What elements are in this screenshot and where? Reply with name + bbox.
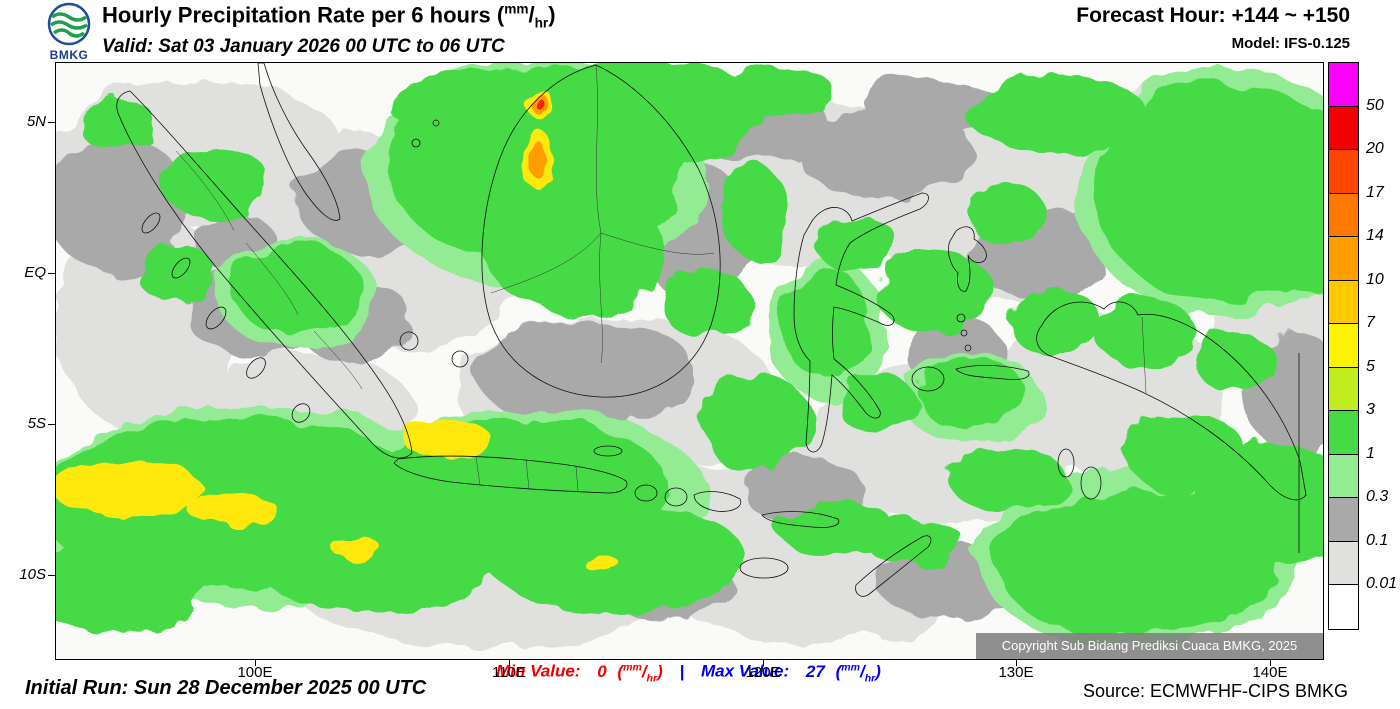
province-boundary-lines [175, 64, 1147, 492]
bmkg-logo-label: BMKG [49, 48, 89, 62]
legend-value: 1 [1366, 444, 1375, 462]
lon-tick-label: 130E [998, 664, 1034, 681]
legend-value: 17 [1366, 183, 1384, 201]
title-unit: (mm/hr) [496, 2, 556, 31]
legend-segment [1329, 541, 1358, 585]
legend-value: 50 [1366, 96, 1384, 114]
lon-tick-mark [1270, 659, 1271, 666]
forecast-hour: Forecast Hour: +144 ~ +150 [1076, 4, 1350, 27]
precipitation-map: Copyright Sub Bidang Prediksi Cuaca BMKG… [55, 62, 1324, 660]
legend-labels: 50 20 17 14 10 7 5 3 1 0.3 0.1 0.01 [1366, 62, 1400, 632]
minmax-line: Min Value: 0 (mm/hr) | Max Value: 27 (mm… [55, 661, 1322, 684]
header-left: BMKG Hourly Precipitation Rate per 6 hou… [44, 2, 556, 62]
unit-numerator: mm [504, 2, 529, 17]
bmkg-logo-icon [47, 2, 91, 46]
lat-tick-mark [48, 575, 55, 576]
legend-value: 0.3 [1366, 488, 1389, 505]
legend-segment [1329, 193, 1358, 237]
lon-tick-label: 120E [745, 664, 781, 681]
legend-segment [1329, 324, 1358, 368]
legend-value: 3 [1366, 401, 1375, 418]
min-label: Min Value: [496, 661, 581, 681]
coastline-outlines [116, 63, 1307, 597]
title-text: Hourly Precipitation Rate per 6 hours [102, 2, 491, 28]
legend-segment [1329, 150, 1358, 194]
lon-tick-label: 140E [1252, 664, 1288, 681]
legend-value: 20 [1366, 140, 1384, 157]
legend-segment [1329, 106, 1358, 150]
lat-tick-label: 5N [26, 113, 46, 130]
lon-tick-mark [1016, 659, 1017, 666]
lon-tick-label: 110E [492, 664, 526, 681]
precipitation-field [56, 63, 1323, 648]
header-right: Forecast Hour: +144 ~ +150 Model: IFS-0.… [1076, 4, 1350, 52]
valid-time: Valid: Sat 03 January 2026 00 UTC to 06 … [102, 35, 505, 57]
legend-segment [1329, 454, 1358, 498]
legend-segment [1329, 585, 1358, 629]
lat-tick-mark [48, 273, 55, 274]
lat-tick-label: 5S [27, 415, 46, 432]
minmax-separator: | [679, 661, 685, 681]
legend-segment [1329, 63, 1358, 107]
precipitation-map-canvas [56, 63, 1323, 659]
legend-segment [1329, 411, 1358, 455]
lon-tick-mark [509, 659, 510, 666]
titles: Hourly Precipitation Rate per 6 hours (m… [102, 2, 556, 58]
lat-tick-mark [48, 122, 55, 123]
lon-tick-mark [255, 659, 256, 666]
legend-segment [1329, 237, 1358, 281]
lat-tick-label: EQ [24, 264, 46, 281]
page-title: Hourly Precipitation Rate per 6 hours (m… [102, 2, 556, 31]
legend-segment [1329, 498, 1358, 542]
legend-value: 10 [1366, 270, 1384, 288]
legend-value: 0.01 [1366, 575, 1398, 592]
max-unit: (mm/hr) [835, 661, 881, 685]
min-unit: (mm/hr) [617, 661, 663, 685]
lon-tick-mark [763, 659, 764, 666]
data-source: Source: ECMWFHF-CIPS BMKG [1082, 681, 1348, 701]
legend-bar [1328, 62, 1359, 630]
max-value: 27 [805, 661, 825, 681]
legend-value: 7 [1366, 314, 1375, 331]
legend-segment [1329, 367, 1358, 411]
legend-value: 0.1 [1366, 531, 1389, 549]
copyright-overlay: Copyright Sub Bidang Prediksi Cuaca BMKG… [976, 633, 1323, 659]
model-name: Model: IFS-0.125 [1231, 35, 1350, 52]
lon-tick-label: 100E [237, 664, 273, 681]
max-label: Max Value: [700, 661, 790, 681]
legend-value: 14 [1366, 227, 1384, 244]
lat-tick-label: 10S [19, 566, 46, 583]
unit-denominator: hr [534, 15, 549, 31]
legend-segment [1329, 280, 1358, 324]
lat-tick-mark [48, 424, 55, 425]
bmkg-logo: BMKG [44, 2, 94, 62]
legend-value: 5 [1366, 357, 1375, 375]
initial-run: Initial Run: Sun 28 December 2025 00 UTC [25, 677, 427, 699]
min-value: 0 [597, 661, 607, 681]
